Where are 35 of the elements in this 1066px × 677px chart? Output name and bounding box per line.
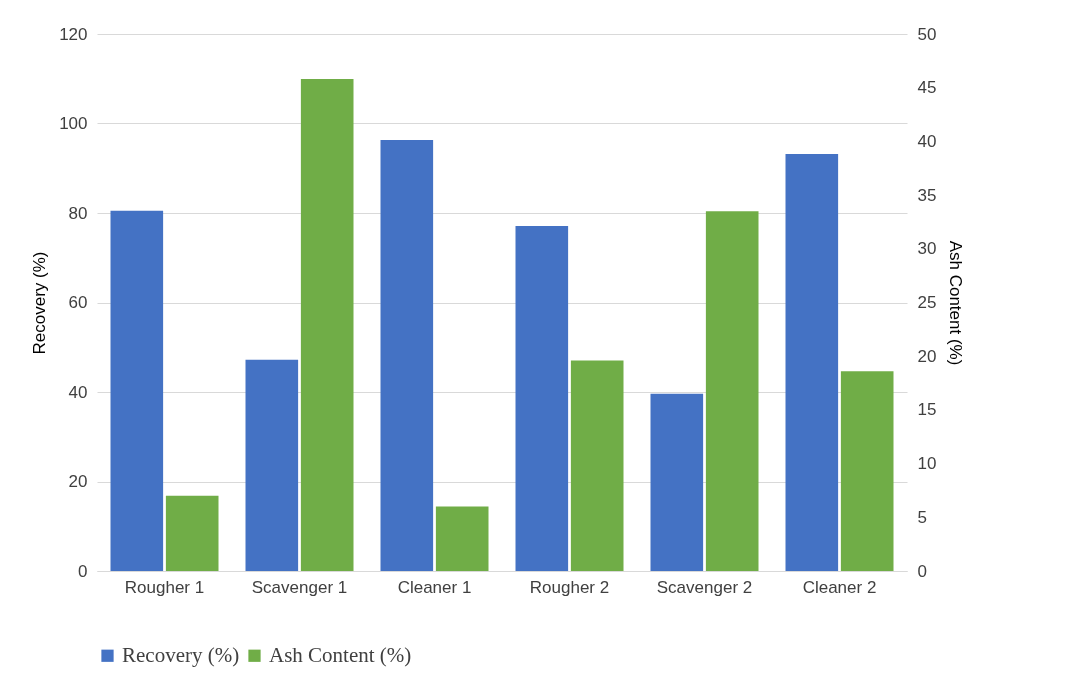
- bar: [110, 210, 164, 571]
- bar: [165, 495, 219, 571]
- bar: [705, 211, 759, 571]
- y2-tick-label: 5: [917, 507, 927, 527]
- y-axis-title: Recovery (%): [30, 251, 50, 355]
- y2-tick-label: 10: [917, 454, 937, 474]
- y2-tick-label: 50: [917, 24, 937, 44]
- y-tick-label: 20: [68, 472, 88, 491]
- y2-tick-label: 15: [917, 400, 937, 420]
- bar: [435, 506, 489, 571]
- x-tick-label: Rougher 2: [529, 577, 610, 597]
- y2-axis-title: Ash Content (%): [946, 240, 966, 366]
- y-tick-label: 40: [68, 382, 88, 402]
- y2-tick-label: 40: [917, 131, 937, 151]
- y2-tick-label: 20: [917, 346, 937, 366]
- y2-tick-label: 35: [917, 185, 937, 205]
- y-tick-label: 0: [78, 561, 88, 581]
- y-tick-label: 120: [59, 24, 88, 44]
- y-tick-label: 80: [68, 203, 88, 223]
- legend-label: Recovery (%): [122, 642, 240, 667]
- y-tick-label: 100: [59, 114, 88, 133]
- y2-tick-label: 30: [917, 239, 937, 259]
- x-tick-label: Scavenger 2: [656, 577, 753, 597]
- bar: [380, 140, 434, 571]
- x-tick-label: Scavenger 1: [251, 577, 348, 597]
- y-tick-label: 60: [68, 293, 88, 312]
- y2-tick-label: 25: [917, 293, 937, 312]
- x-tick-label: Rougher 1: [124, 577, 205, 597]
- legend-label: Ash Content (%): [269, 642, 412, 667]
- x-tick-label: Cleaner 2: [802, 577, 877, 597]
- x-tick-label: Cleaner 1: [397, 577, 472, 597]
- y2-tick-label: 0: [917, 561, 927, 581]
- bar: [785, 153, 839, 571]
- y2-tick-label: 45: [917, 78, 937, 98]
- bar: [300, 79, 354, 571]
